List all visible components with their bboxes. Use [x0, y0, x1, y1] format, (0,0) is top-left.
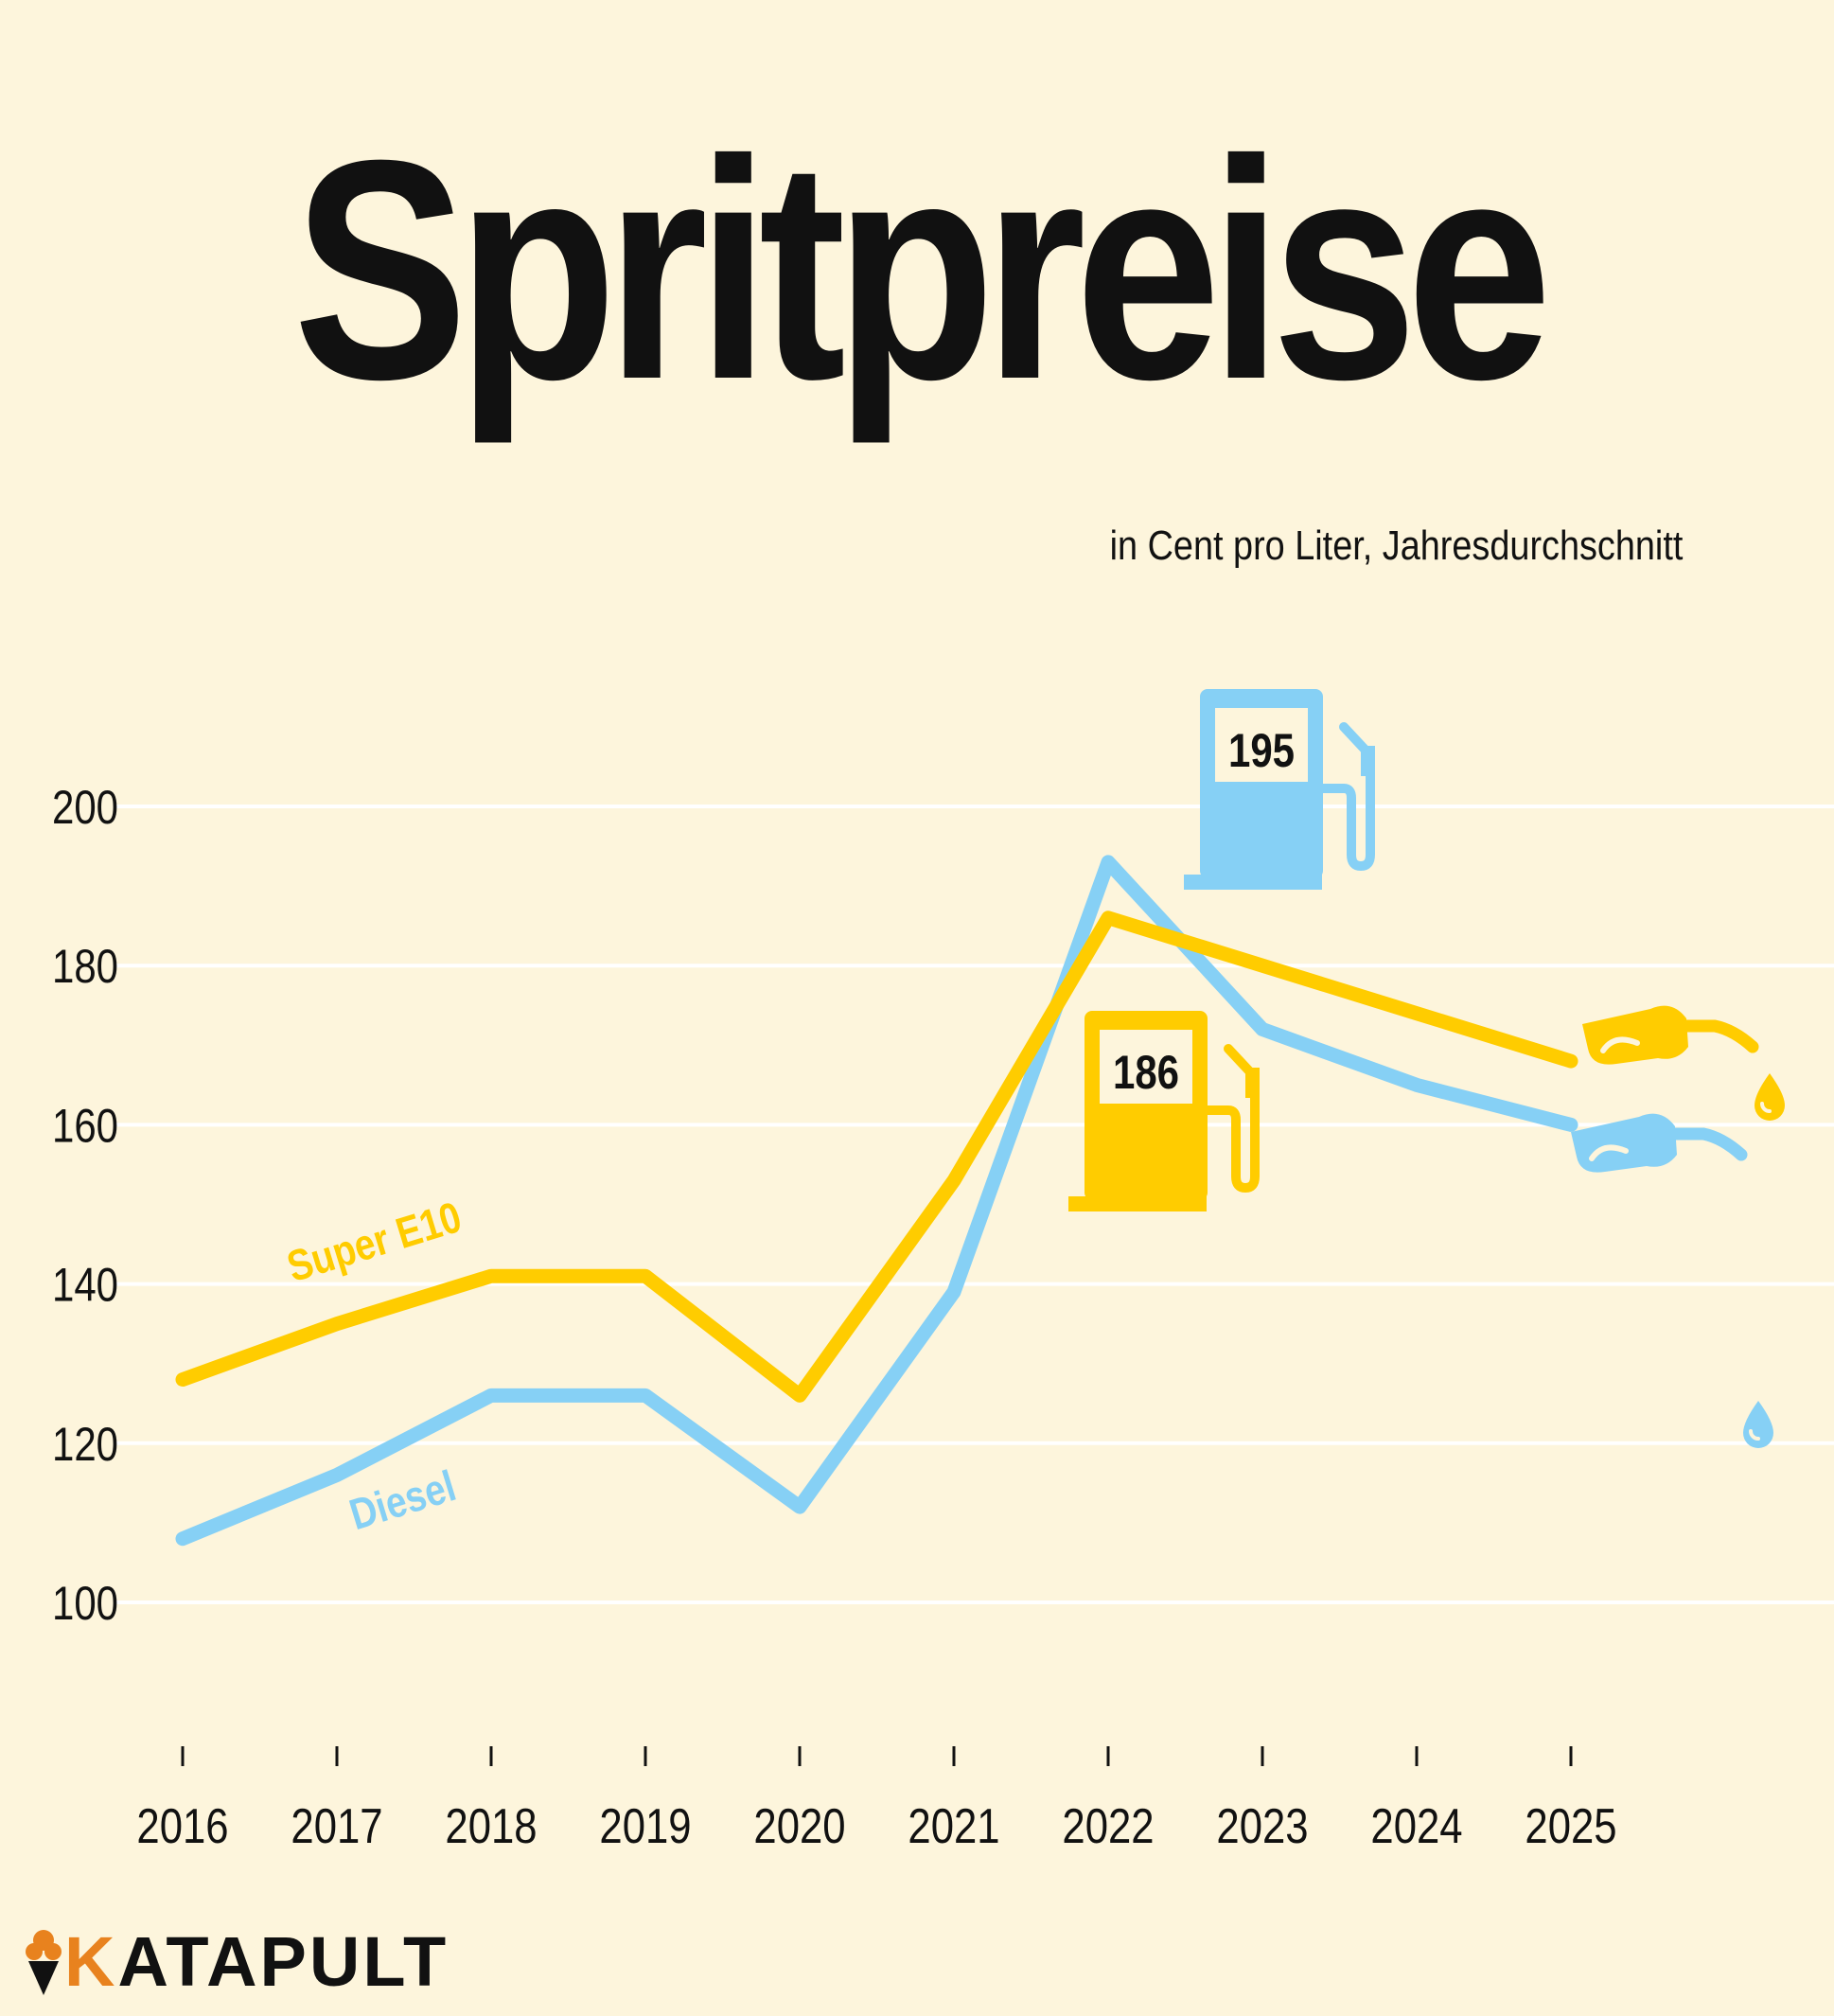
- x-tick-label: 2022: [1062, 1800, 1154, 1854]
- y-tick-label: 160: [52, 1099, 118, 1152]
- y-tick-label: 200: [52, 781, 118, 834]
- x-tick-label: 2023: [1216, 1800, 1308, 1854]
- fuel-drop-icon: [1755, 1073, 1785, 1121]
- fuel-pump-icon: 186: [1068, 1011, 1260, 1211]
- super-e10-line: [175, 911, 1578, 1403]
- diesel-line: [175, 855, 1578, 1547]
- brand-logo: KATAPULT: [23, 1921, 449, 2002]
- x-tick-label: 2019: [599, 1800, 691, 1854]
- x-axis: 2016 2017 2018 2019 2020 2021 2022 2023 2024 2025: [136, 1746, 1617, 1854]
- fuel-nozzle-icon: [1582, 1005, 1759, 1065]
- y-tick-label: 120: [52, 1417, 118, 1470]
- fuel-pump-icon: 195: [1184, 689, 1375, 890]
- x-tick-label: 2020: [753, 1800, 845, 1854]
- x-tick-label: 2016: [136, 1800, 228, 1854]
- fuel-nozzle-icon: [1571, 1113, 1748, 1173]
- super-e10-label: Super E10: [282, 1193, 467, 1291]
- pump-value-label: 195: [1228, 724, 1295, 777]
- x-tick-label: 2024: [1370, 1800, 1462, 1854]
- x-tick-label: 2017: [291, 1800, 382, 1854]
- x-tick-label: 2018: [445, 1800, 537, 1854]
- x-tick-label: 2025: [1525, 1800, 1616, 1854]
- page-title: Spritpreise: [292, 95, 1553, 444]
- ice-cream-cone-icon: [26, 1930, 62, 1995]
- diesel-label: Diesel: [344, 1461, 462, 1539]
- chart-subtitle: in Cent pro Liter, Jahresdurchschnitt: [1109, 522, 1683, 569]
- y-tick-label: 180: [52, 940, 118, 993]
- y-tick-label: 140: [52, 1258, 118, 1311]
- gridlines: [114, 805, 1834, 1604]
- pump-value-label: 186: [1113, 1046, 1179, 1099]
- y-tick-label: 100: [52, 1577, 118, 1630]
- fuel-drop-icon: [1743, 1401, 1773, 1448]
- series-lines: [175, 855, 1578, 1547]
- x-tick-label: 2021: [908, 1800, 999, 1854]
- brand-name: KATAPULT: [64, 1921, 449, 2002]
- icons: 195 186: [1068, 689, 1785, 1448]
- brand-rest: ATAPULT: [117, 1921, 450, 2001]
- y-axis-tick-labels: 100 120 140 160 180 200: [52, 781, 118, 1630]
- brand-initial: K: [64, 1921, 118, 2001]
